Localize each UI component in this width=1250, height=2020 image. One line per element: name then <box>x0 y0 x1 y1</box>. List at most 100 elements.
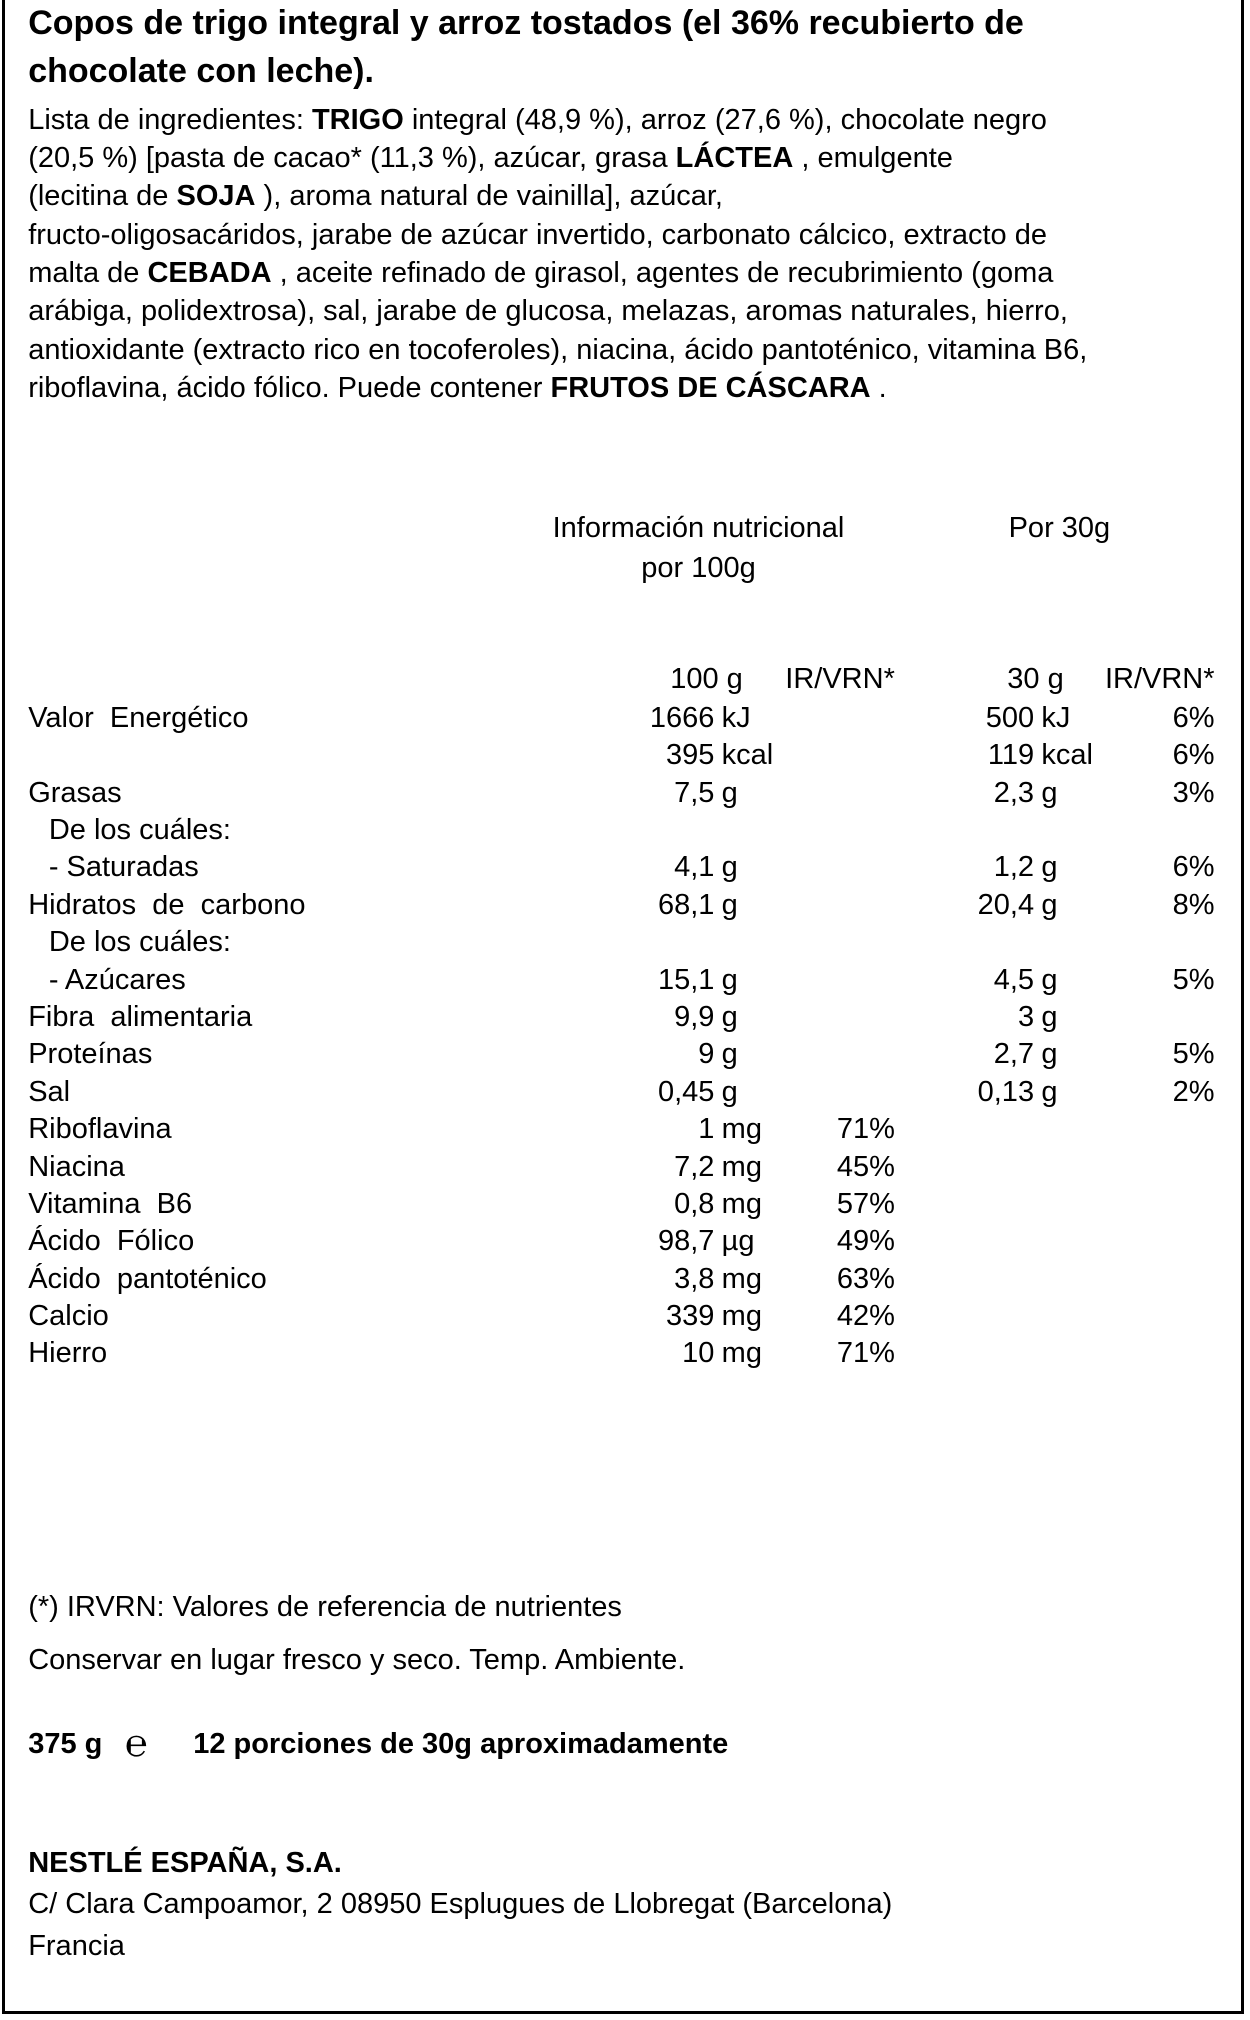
ingredient-text: Lista de ingredientes: <box>28 103 312 136</box>
unit-100g: g <box>721 1038 738 1071</box>
ir-30g: 8% <box>1172 888 1215 921</box>
unit-100g: g <box>721 776 738 809</box>
ingredients-line: arábiga, polidextrosa), sal, jarabe de g… <box>28 293 1068 329</box>
portions: 12 porciones de 30g aproximadamente <box>193 1728 729 1761</box>
ir-100g: 45% <box>836 1150 895 1183</box>
value-30g: 4,5 <box>993 963 1035 996</box>
company-country: Francia <box>28 1930 125 1963</box>
ingredient-text: riboflavina, ácido fólico. Puede contene… <box>28 371 551 404</box>
ingredient-text: (lecitina de <box>28 180 177 213</box>
company-address: C/ Clara Campoamor, 2 08950 Esplugues de… <box>28 1887 893 1920</box>
value-100g: 0,8 <box>674 1187 715 1220</box>
nutrient-label: Hidratos de carbono <box>28 888 306 921</box>
ir-100g: 63% <box>836 1262 895 1295</box>
net-weight: 375 g <box>28 1728 103 1761</box>
value-100g: 0,45 <box>657 1075 715 1108</box>
allergen: CEBADA <box>147 257 272 289</box>
ir-100g: 42% <box>836 1300 895 1333</box>
ingredient-text: , emulgente <box>793 142 953 175</box>
unit-30g: g <box>1041 1001 1058 1034</box>
allergen: TRIGO <box>311 103 404 136</box>
ir-30g: 3% <box>1172 776 1215 809</box>
nutrition-heading: Por 30g <box>1008 512 1111 545</box>
ingredients-line: antioxidante (extracto rico en tocoferol… <box>28 332 1087 368</box>
unit-100g: µg <box>721 1225 755 1258</box>
unit-100g: mg <box>721 1337 762 1370</box>
unit-100g: g <box>721 963 738 996</box>
value-30g: 119 <box>987 739 1035 772</box>
ir-100g: 57% <box>836 1187 895 1220</box>
unit-30g: g <box>1041 776 1058 809</box>
value-100g: 98,7 <box>657 1225 715 1258</box>
value-30g: 500 <box>985 701 1035 734</box>
value-100g: 9 <box>698 1038 715 1071</box>
ingredient-text: integral (48,9 %), arroz (27,6 %), choco… <box>403 103 1047 136</box>
company-name: NESTLÉ ESPAÑA, S.A. <box>28 1846 342 1879</box>
unit-30g: kcal <box>1041 739 1093 772</box>
nutrient-label: Grasas <box>28 776 122 809</box>
nutrient-label: Fibra alimentaria <box>28 1001 253 1034</box>
ingredient-text: ), aroma natural de vainilla], azúcar, <box>255 180 723 213</box>
unit-100g: mg <box>721 1187 762 1220</box>
e-mark: ℮ <box>124 1723 148 1766</box>
nutrient-label: - Saturadas <box>48 851 199 884</box>
ingredients-line: (lecitina de SOJA ), aroma natural de va… <box>28 178 723 214</box>
ir-30g: 6% <box>1172 851 1215 884</box>
title-line: chocolate con leche). <box>28 51 374 90</box>
nutrient-label: Niacina <box>28 1150 125 1183</box>
value-100g: 10 <box>682 1337 715 1370</box>
unit-30g: g <box>1041 888 1058 921</box>
allergen: LÁCTEA <box>675 142 794 175</box>
unit-100g: kJ <box>721 701 751 734</box>
unit-100g: mg <box>721 1262 762 1295</box>
unit-100g: kcal <box>721 739 774 772</box>
nutrition-heading: Información nutricional <box>552 512 845 545</box>
ir-30g: 5% <box>1172 963 1215 996</box>
unit-30g: g <box>1041 1075 1058 1108</box>
ir-100g: 71% <box>836 1113 895 1146</box>
ingredients-line: (20,5 %) [pasta de cacao* (11,3 %), azúc… <box>28 140 953 176</box>
value-100g: 68,1 <box>657 888 715 921</box>
ingredients-line: malta de CEBADA , aceite refinado de gir… <box>28 255 1053 291</box>
ir-100g: 49% <box>836 1225 895 1258</box>
nutrient-label: De los cuáles: <box>48 814 231 847</box>
title-line: Copos de trigo integral y arroz tostados… <box>28 4 1024 43</box>
value-100g: 9,9 <box>674 1001 715 1034</box>
unit-30g: g <box>1041 1038 1058 1071</box>
value-30g: 2,3 <box>993 776 1035 809</box>
unit-100g: g <box>721 1001 738 1034</box>
ir-30g: 6% <box>1172 739 1215 772</box>
unit-100g: mg <box>721 1113 762 1146</box>
ingredients-line: Lista de ingredientes: TRIGO integral (4… <box>28 102 1047 138</box>
value-30g: 0,13 <box>977 1075 1035 1108</box>
column-header: 30 g <box>1007 663 1064 696</box>
ir-30g: 5% <box>1172 1038 1215 1071</box>
value-30g: 1,2 <box>993 851 1035 884</box>
allergen: SOJA <box>176 180 256 213</box>
ingredient-text: . <box>870 371 887 404</box>
ir-100g: 71% <box>836 1337 895 1370</box>
ingredient-text: , aceite refinado de girasol, agentes de… <box>271 257 1054 289</box>
unit-100g: g <box>721 851 738 884</box>
ir-30g: 2% <box>1172 1075 1215 1108</box>
value-100g: 7,5 <box>674 776 715 809</box>
unit-30g: kJ <box>1041 701 1071 734</box>
value-100g: 4,1 <box>674 851 715 884</box>
nutrient-label: Valor Energético <box>28 701 249 734</box>
value-30g: 20,4 <box>977 888 1035 921</box>
nutrient-label: Calcio <box>28 1300 109 1333</box>
unit-100g: g <box>721 1075 738 1108</box>
nutrient-label: - Azúcares <box>48 963 186 996</box>
column-header: IR/VRN* <box>1104 663 1215 696</box>
nutrient-label: Sal <box>28 1075 71 1108</box>
value-100g: 7,2 <box>674 1150 715 1183</box>
nutrient-label: Proteínas <box>28 1038 153 1071</box>
ingredient-text: arábiga, polidextrosa), sal, jarabe de g… <box>28 295 1068 328</box>
unit-30g: g <box>1041 851 1058 884</box>
value-100g: 15,1 <box>657 963 715 996</box>
value-30g: 3 <box>1017 1001 1035 1034</box>
nutrient-label: Ácido pantoténico <box>28 1262 267 1295</box>
value-100g: 3,8 <box>674 1262 715 1295</box>
nutrient-label: Ácido Fólico <box>28 1225 195 1258</box>
unit-30g: g <box>1041 963 1058 996</box>
